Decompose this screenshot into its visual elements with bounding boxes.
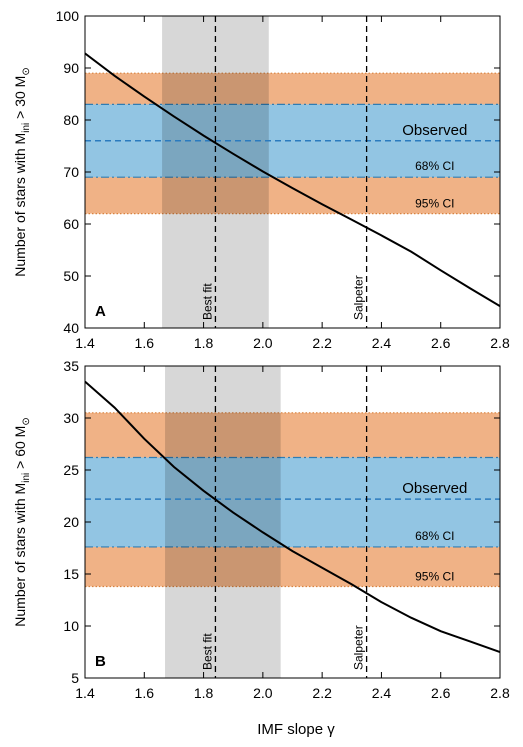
plot-area [85,16,500,328]
y-axis-label-tail: > 30 M [12,76,28,123]
x-tick-label: 1.4 [75,685,95,701]
y-tick-label: 15 [63,566,79,582]
x-tick-label: 1.8 [194,335,214,351]
ci95-label: 95% CI [415,197,454,211]
y-tick-label: 50 [63,268,79,284]
y-tick-label: 90 [63,60,79,76]
y-tick-label: 80 [63,112,79,128]
x-tick-label: 2.6 [431,335,451,351]
y-axis-label-main: Number of stars with M [12,133,28,277]
y-tick-label: 10 [63,618,79,634]
observed-label: Observed [402,480,467,497]
y-tick-label: 20 [63,514,79,530]
ci95-label: 95% CI [415,569,454,583]
x-tick-label: 2.4 [372,685,392,701]
y-axis-label: Number of stars with Mini > 60 M⊙ [12,417,32,626]
x-tick-label: 2.6 [431,685,451,701]
panel-label: A [95,303,106,320]
x-axis-label: IMF slope γ [257,721,335,738]
y-tick-label: 100 [56,8,80,24]
observed-label: Observed [402,122,467,139]
x-tick-label: 2.8 [490,335,510,351]
model-curve [85,52,500,308]
plot-area [85,366,500,678]
x-tick-label: 1.6 [135,335,155,351]
salpeter-label: Salpeter [352,275,366,320]
y-axis-label-subscript: ini [21,473,32,483]
x-tick-label: 2.4 [372,335,392,351]
y-axis-label-sun-symbol: ⊙ [21,417,32,425]
y-tick-label: 40 [63,320,79,336]
model-curve [85,380,500,653]
best-fit-label: Best fit [200,283,214,320]
x-tick-label: 2.0 [253,685,273,701]
salpeter-label: Salpeter [352,625,366,670]
x-tick-label: 2.8 [490,685,510,701]
y-tick-label: 70 [63,164,79,180]
panel-label: B [95,653,106,670]
x-tick-label: 1.6 [135,685,155,701]
x-tick-label: 1.8 [194,685,214,701]
best-fit-label: Best fit [200,633,214,670]
x-tick-label: 2.0 [253,335,273,351]
x-tick-label: 2.2 [312,685,332,701]
y-tick-label: 30 [63,410,79,426]
best-fit-range-band [165,366,281,678]
ci68-label: 68% CI [415,159,454,173]
y-tick-label: 35 [63,358,79,374]
ci68-label: 68% CI [415,529,454,543]
ci68-band [85,457,500,547]
y-axis-label-sun-symbol: ⊙ [21,67,32,75]
y-axis-label-subscript: ini [21,123,32,133]
chart-panel-a: 1.4 1.6 1.8 2.0 2.2 2.4 2.6 2.8 40 50 60 70 80 90 100 N… [12,8,510,351]
chart-panel-b: 1.4 1.6 1.8 2.0 2.2 2.4 2.6 2.8 5 10 15 20 25 30 35 Num… [12,358,510,701]
y-axis-label-tail: > 60 M [12,426,28,473]
x-tick-label: 2.2 [312,335,332,351]
y-tick-label: 5 [71,670,79,686]
y-tick-label: 60 [63,216,79,232]
y-axis-label: Number of stars with Mini > 30 M⊙ [12,67,32,276]
y-tick-label: 25 [63,462,79,478]
x-tick-label: 1.4 [75,335,95,351]
y-axis-label-main: Number of stars with M [12,483,28,627]
